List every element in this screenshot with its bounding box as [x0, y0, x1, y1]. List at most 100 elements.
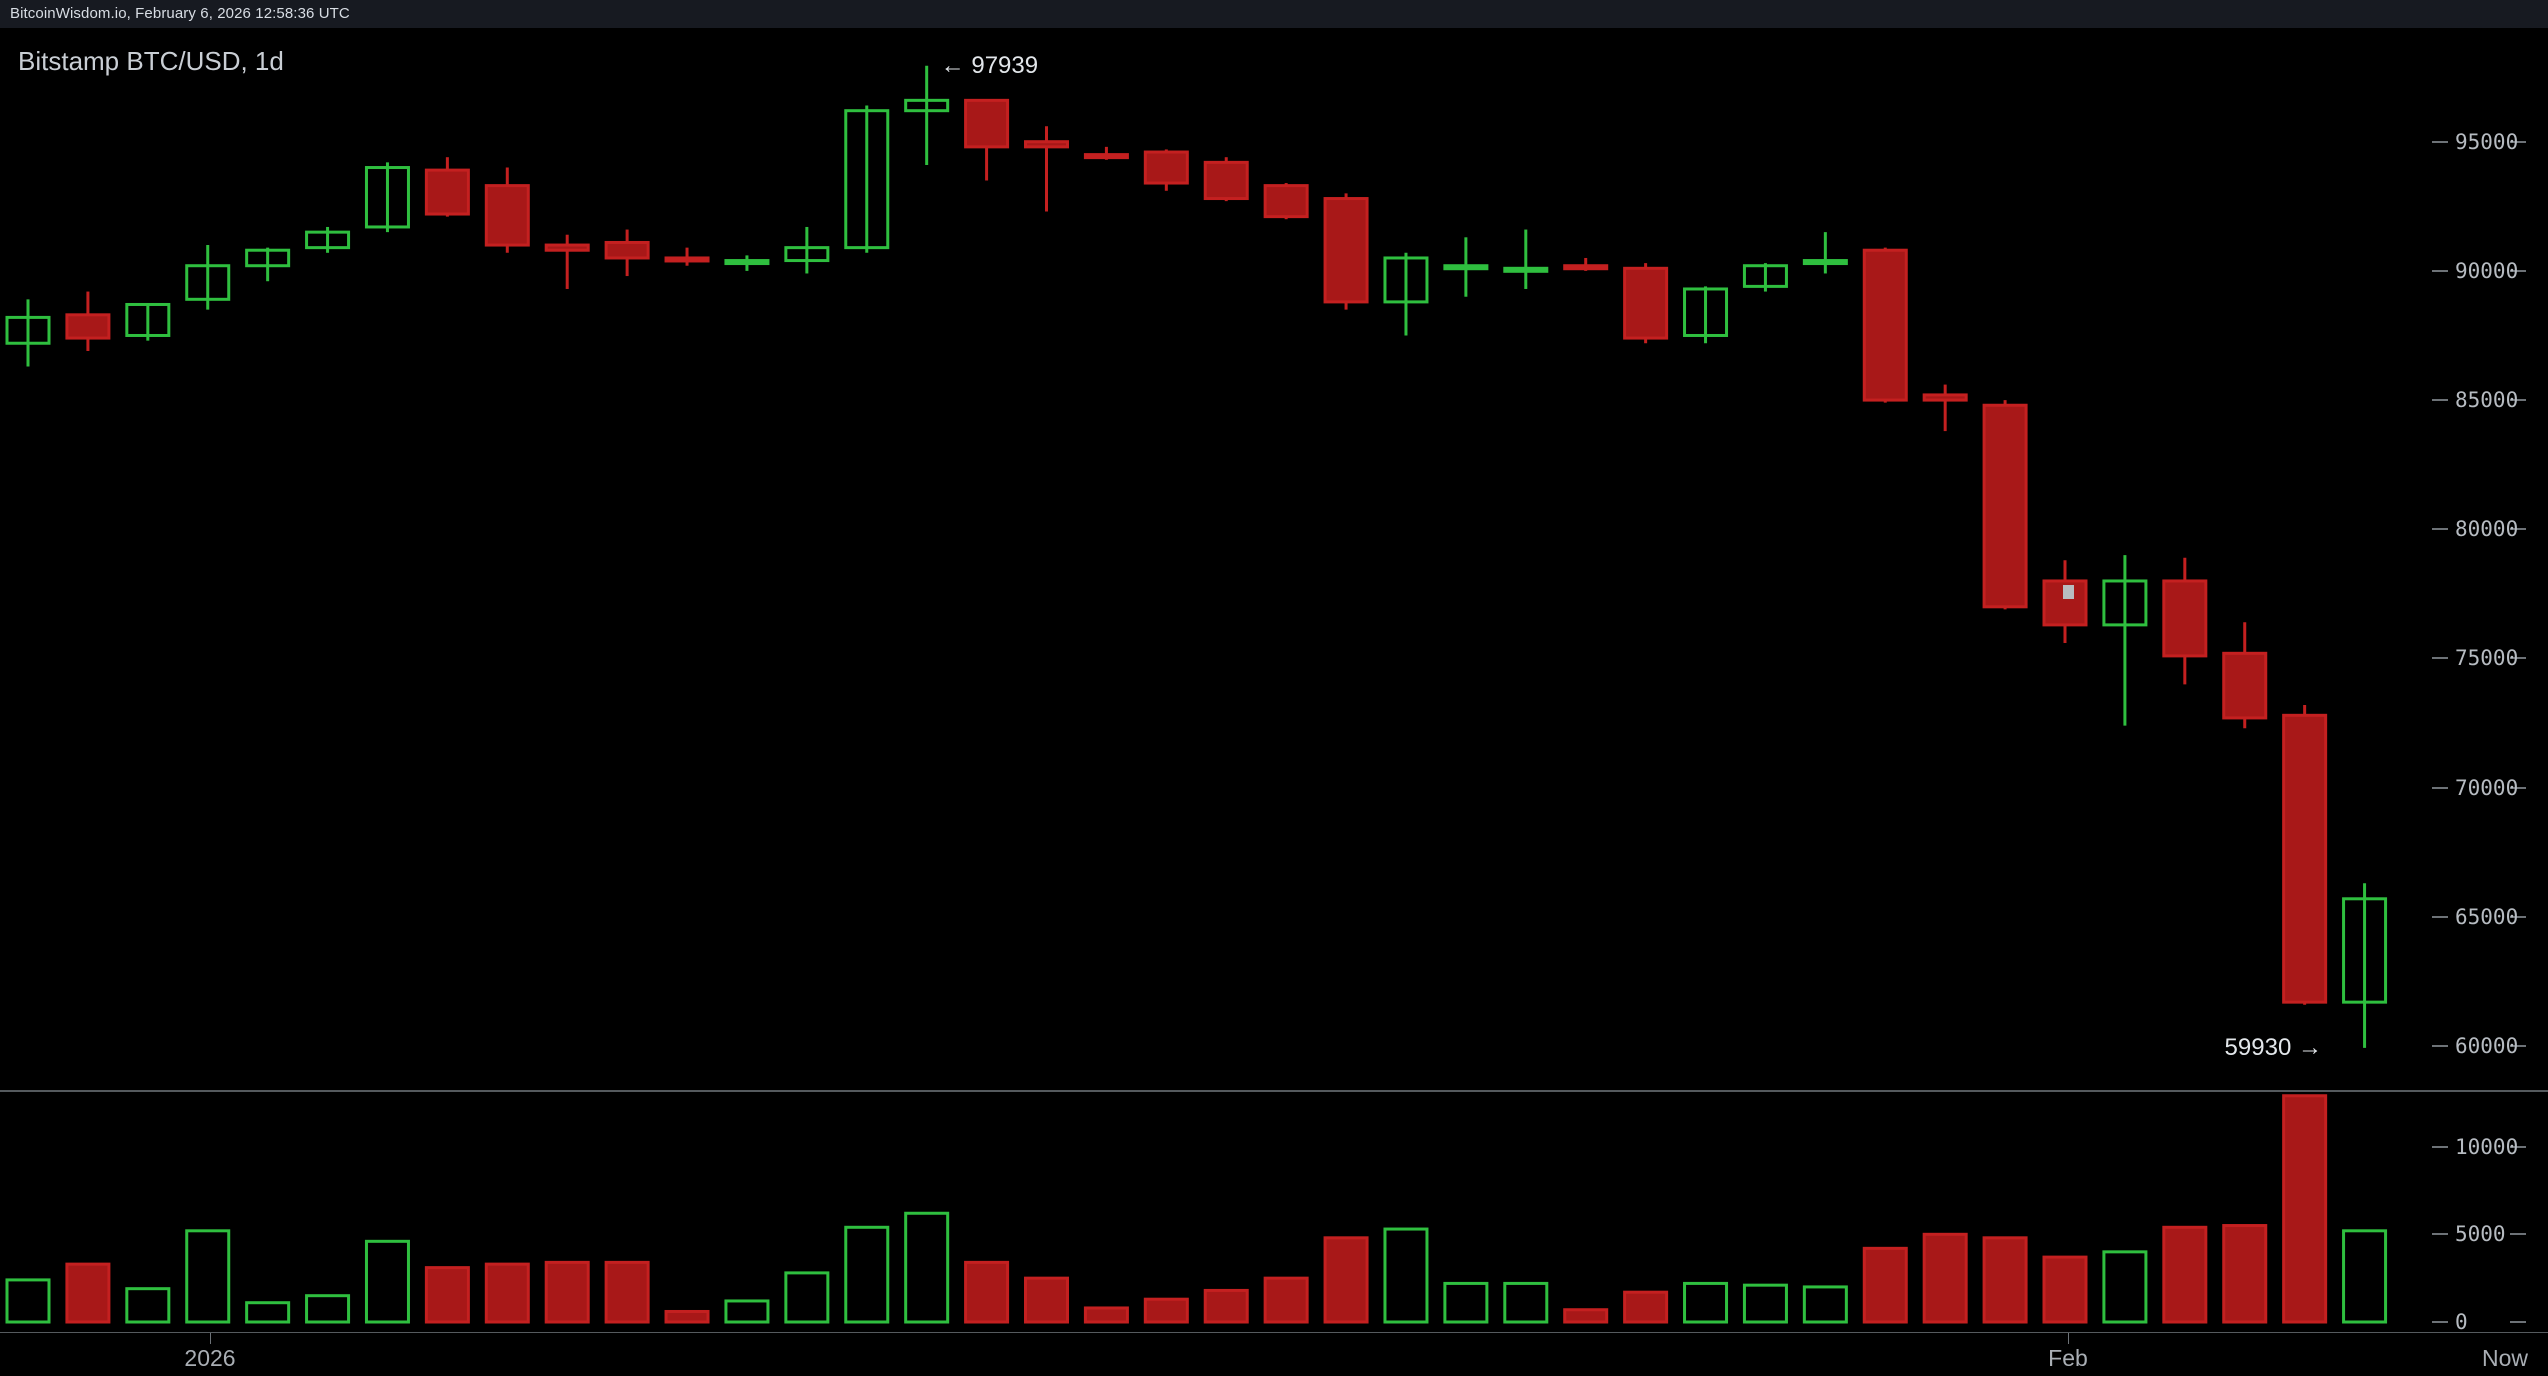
price-tick-label: 65000: [2455, 904, 2519, 929]
candlestick[interactable]: [1263, 183, 1309, 220]
volume-bar[interactable]: [2042, 1255, 2088, 1324]
candlestick[interactable]: [844, 105, 890, 253]
candlestick[interactable]: [1443, 237, 1489, 297]
candlestick[interactable]: [1563, 257, 1609, 271]
volume-tick-mark: [2432, 1321, 2448, 1323]
candlestick[interactable]: [2342, 883, 2388, 1048]
volume-bar[interactable]: [964, 1260, 1010, 1324]
volume-bar[interactable]: [2342, 1229, 2388, 1324]
candlestick[interactable]: [1503, 229, 1549, 289]
candlestick[interactable]: [1922, 384, 1968, 432]
volume-bar[interactable]: [305, 1294, 351, 1324]
candlestick[interactable]: [125, 302, 171, 341]
volume-bar[interactable]: [65, 1262, 111, 1324]
volume-bar[interactable]: [1623, 1290, 1669, 1324]
candlestick[interactable]: [1143, 149, 1189, 191]
volume-bar[interactable]: [245, 1301, 291, 1324]
volume-bar[interactable]: [424, 1266, 470, 1324]
volume-bar[interactable]: [604, 1260, 650, 1324]
volume-bar[interactable]: [364, 1239, 410, 1324]
price-tick-label: 85000: [2455, 388, 2519, 413]
volume-bar[interactable]: [1083, 1306, 1129, 1324]
volume-panel[interactable]: 10000 5000 0: [0, 1092, 2548, 1332]
candlestick[interactable]: [2222, 622, 2268, 729]
candlestick[interactable]: [1862, 247, 1908, 403]
candlestick[interactable]: [1024, 126, 1069, 212]
candlestick[interactable]: [424, 157, 470, 217]
price-tick-mark: [2510, 140, 2526, 143]
volume-bar[interactable]: [1443, 1281, 1489, 1324]
candlestick[interactable]: [664, 247, 710, 266]
candlestick[interactable]: [65, 291, 111, 351]
volume-bar[interactable]: [484, 1262, 530, 1324]
volume-bar[interactable]: [2162, 1225, 2208, 1324]
price-tick-mark: [2432, 657, 2448, 660]
chart-canvas[interactable]: Bitstamp BTC/USD, 1d 95000 90000 85000 8000…: [0, 28, 2548, 1376]
candlestick[interactable]: [1982, 400, 2028, 610]
volume-bar[interactable]: [844, 1225, 890, 1324]
time-tick-mark: [210, 1333, 211, 1344]
price-tick-mark: [2510, 915, 2526, 918]
volume-tick-label: 0: [2455, 1310, 2468, 1332]
candlestick[interactable]: [2282, 704, 2328, 1005]
candlestick[interactable]: [5, 299, 51, 367]
volume-bar[interactable]: [1323, 1236, 1369, 1324]
candlestick[interactable]: [544, 234, 590, 289]
volume-bar[interactable]: [2222, 1224, 2268, 1324]
volume-tick-label: 10000: [2455, 1134, 2519, 1159]
volume-bar[interactable]: [544, 1260, 590, 1324]
volume-bar[interactable]: [784, 1271, 830, 1324]
volume-tick-mark: [2432, 1233, 2448, 1236]
volume-bar[interactable]: [1982, 1236, 2028, 1324]
volume-bar[interactable]: [1563, 1308, 1609, 1324]
time-tick-label: 2026: [184, 1345, 236, 1371]
candlestick[interactable]: [1383, 252, 1429, 336]
candlestick[interactable]: [484, 167, 530, 253]
price-panel[interactable]: 95000 90000 85000 80000 75000 70000 65000 60000…: [0, 28, 2548, 1090]
candlestick[interactable]: [2162, 557, 2208, 685]
volume-bar[interactable]: [1143, 1297, 1189, 1324]
candlestick[interactable]: [724, 255, 770, 271]
volume-bar[interactable]: [724, 1299, 770, 1324]
candlestick[interactable]: [245, 247, 291, 282]
candlestick[interactable]: [364, 162, 410, 233]
price-tick-mark: [2510, 399, 2526, 402]
volume-bar[interactable]: [1683, 1281, 1729, 1324]
volume-bar[interactable]: [904, 1211, 950, 1324]
volume-bar[interactable]: [1862, 1246, 1908, 1324]
volume-bar[interactable]: [125, 1287, 171, 1324]
candlestick[interactable]: [1623, 263, 1669, 344]
volume-bar[interactable]: [185, 1229, 231, 1324]
volume-bar[interactable]: [1383, 1227, 1429, 1324]
time-axis[interactable]: 2026 Feb Now: [0, 1333, 2548, 1376]
title-bar: BitcoinWisdom.io, February 6, 2026 12:58…: [0, 0, 2548, 28]
candlestick[interactable]: [1742, 263, 1788, 292]
candlestick[interactable]: [1802, 232, 1848, 274]
candlestick[interactable]: [1683, 286, 1729, 344]
candlestick[interactable]: [604, 229, 650, 277]
candlestick[interactable]: [2042, 560, 2088, 643]
price-tick-label: 70000: [2455, 775, 2519, 800]
candlestick[interactable]: [1083, 146, 1129, 160]
candlestick[interactable]: [1323, 193, 1369, 310]
volume-bar[interactable]: [1024, 1276, 1069, 1324]
volume-bar[interactable]: [1203, 1288, 1249, 1324]
candlestick[interactable]: [2102, 555, 2148, 726]
time-tick-mark: [2068, 1333, 2069, 1344]
volume-bar[interactable]: [2282, 1094, 2328, 1324]
candlestick[interactable]: [784, 226, 830, 274]
candlestick[interactable]: [1203, 157, 1249, 202]
candlestick[interactable]: [305, 226, 351, 253]
volume-bar[interactable]: [1263, 1276, 1309, 1324]
volume-bar[interactable]: [664, 1309, 710, 1324]
volume-bar[interactable]: [1503, 1281, 1549, 1324]
volume-bar[interactable]: [1742, 1283, 1788, 1324]
candlestick[interactable]: [964, 98, 1010, 181]
candlestick[interactable]: [904, 65, 950, 165]
volume-bar[interactable]: [1922, 1232, 1968, 1324]
volume-bar[interactable]: [2102, 1250, 2148, 1324]
price-tick-mark: [2510, 528, 2526, 531]
volume-bar[interactable]: [5, 1278, 51, 1324]
volume-bar[interactable]: [1802, 1285, 1848, 1324]
candlestick[interactable]: [185, 245, 231, 310]
